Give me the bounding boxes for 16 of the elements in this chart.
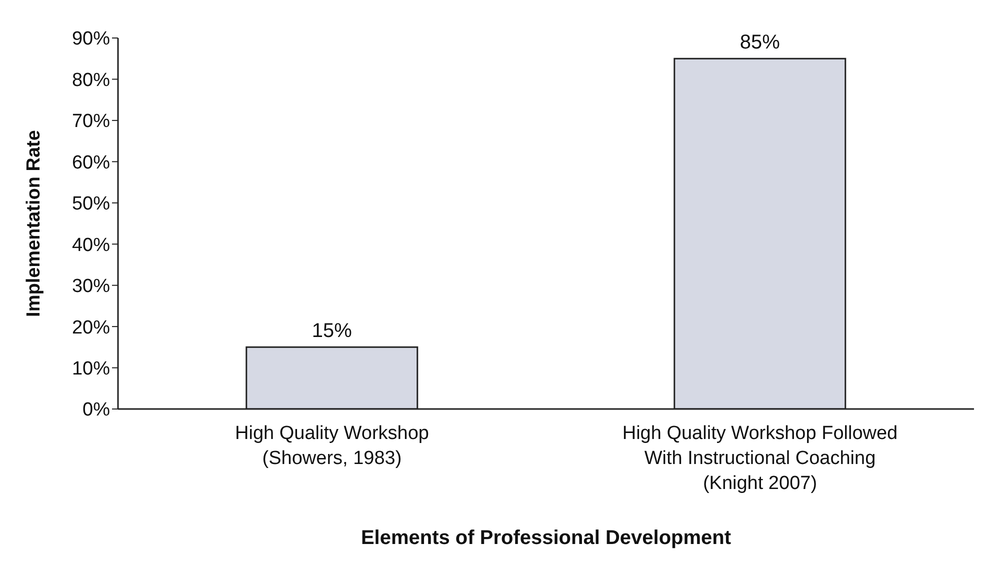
y-tick-label: 90% <box>72 28 110 50</box>
y-tick-label: 10% <box>72 358 110 380</box>
y-axis-title: Implementation Rate <box>24 130 45 317</box>
y-tick-label: 30% <box>72 276 110 298</box>
y-tick-label: 80% <box>72 70 110 91</box>
y-tick-label: 70% <box>72 111 110 132</box>
x-axis-title: Elements of Professional Development <box>360 527 732 549</box>
y-tick-label: 50% <box>72 194 110 215</box>
y-tick-label: 60% <box>72 152 110 174</box>
x-tick-label: High Quality Workshop (Showers, 1983) <box>235 423 429 469</box>
data-label: 15% <box>312 320 352 342</box>
y-tick-label: 20% <box>72 317 110 338</box>
data-label: 85% <box>740 32 780 54</box>
y-tick-label: 40% <box>72 234 110 256</box>
x-tick-label: High Quality Workshop Followed With Instructional Coaching (Knight 2007) <box>622 423 898 494</box>
y-tick-label: 0% <box>82 400 110 421</box>
